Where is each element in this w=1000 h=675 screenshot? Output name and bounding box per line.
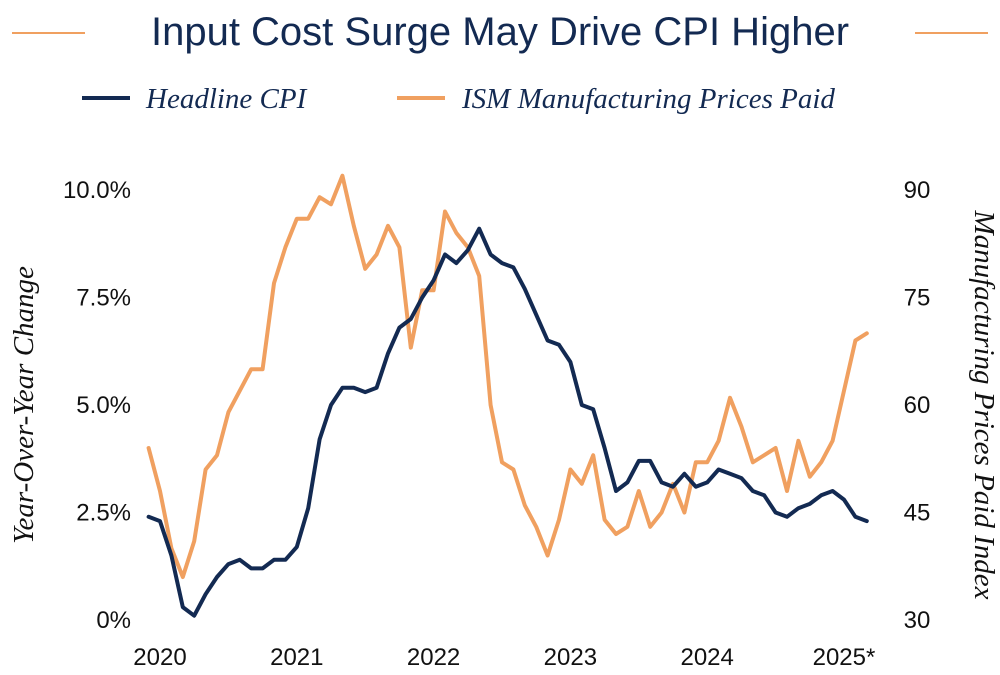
y-left-tick-label: 2.5% (76, 500, 131, 527)
ism-series-line (146, 173, 869, 579)
chart-title: Input Cost Surge May Drive CPI Higher (151, 10, 849, 54)
x-tick-label: 2023 (544, 644, 597, 671)
series-lines (146, 173, 869, 618)
y-left-tick-label: 7.5% (76, 285, 131, 312)
x-ticks: 2020 2021 2022 2023 2024 2025* (133, 644, 875, 671)
y-left-tick-label: 5.0% (76, 392, 131, 419)
y-left-axis-title: Year-Over-Year Change (8, 266, 40, 544)
y-right-tick-label: 30 (904, 607, 931, 634)
y-right-ticks: 30 45 60 75 90 (904, 177, 931, 634)
x-tick-label: 2020 (133, 644, 186, 671)
y-left-ticks: 0% 2.5% 5.0% 7.5% 10.0% (63, 177, 131, 634)
cpi-series-line (146, 226, 869, 618)
y-left-tick-label: 10.0% (63, 177, 131, 204)
y-right-tick-label: 90 (904, 177, 931, 204)
y-right-tick-label: 45 (904, 500, 931, 527)
y-left-tick-label: 0% (96, 607, 131, 634)
legend-cpi-label: Headline CPI (145, 83, 308, 115)
x-tick-label: 2022 (407, 644, 460, 671)
x-tick-label: 2024 (680, 644, 733, 671)
x-tick-label: 2021 (270, 644, 323, 671)
y-right-axis-title: Manufacturing Prices Paid Index (968, 210, 1000, 600)
y-right-tick-label: 75 (904, 285, 931, 312)
x-tick-label: 2025* (813, 644, 876, 671)
y-right-tick-label: 60 (904, 392, 931, 419)
legend-ism-label: ISM Manufacturing Prices Paid (461, 83, 835, 115)
